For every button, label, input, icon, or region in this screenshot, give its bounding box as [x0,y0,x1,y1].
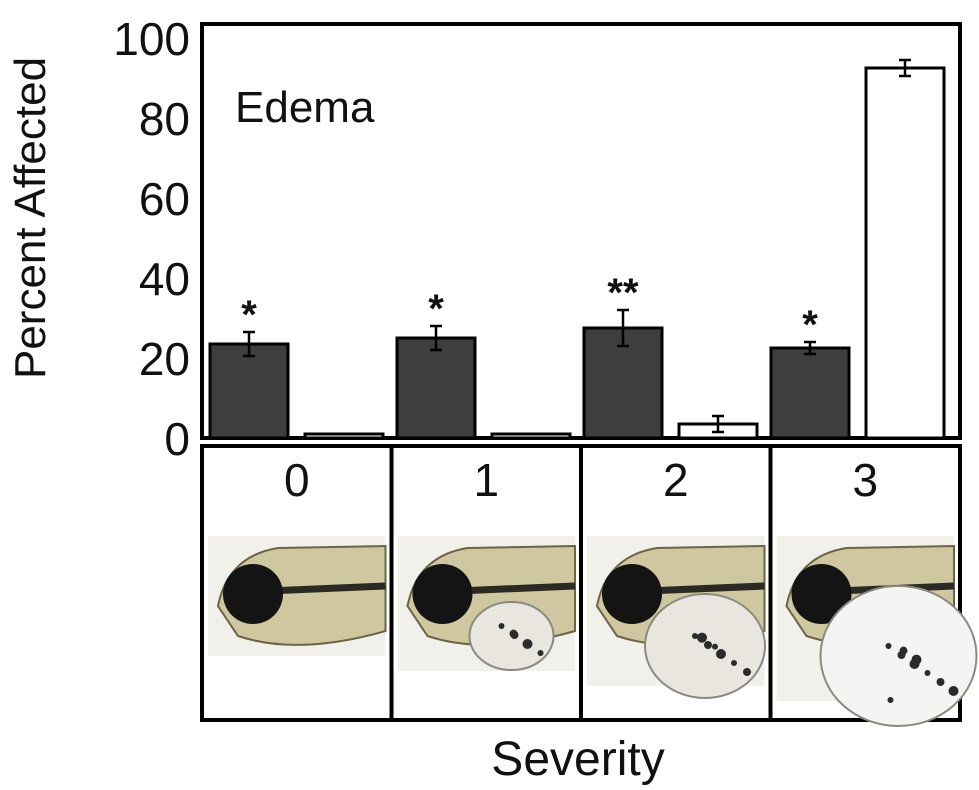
larva-eye [223,564,283,624]
pigment-dot [716,649,726,659]
pigment-dot [911,654,922,665]
larva-stripe [646,582,765,595]
significance-marker: * [241,293,257,337]
y-tick-label: 60 [139,173,190,225]
panel-label: 1 [473,454,499,506]
y-tick-label: 80 [139,93,190,145]
larva-eye [602,564,662,624]
panel-label: 0 [284,454,310,506]
larva-severity-3-image [776,536,978,727]
pigment-dot [509,629,518,638]
larva-stripe [267,582,386,595]
bars: * * *** [208,58,946,440]
pigment-dot [899,646,908,655]
bar [395,336,477,440]
pigment-dot [936,678,945,686]
pigment-dot [537,650,544,656]
pigment-dot [731,660,737,666]
pigment-dot [885,643,892,649]
larva-eye [412,564,473,624]
y-axis-title: Percent Affected [6,57,55,379]
bar [208,342,290,440]
significance-marker: * [802,303,818,347]
larva-eye [791,564,852,624]
y-tick-label: 100 [113,13,190,65]
bar [490,432,572,440]
bar [582,326,664,440]
y-tick-label: 0 [164,413,190,465]
bar [303,432,385,440]
pigment-dot [522,639,533,649]
pigment-dot [692,633,698,639]
larva-severity-2-image [587,536,766,699]
severity-image-panels: 0 1 2 3 [200,444,978,727]
significance-marker: ** [607,271,639,315]
pigment-dot [887,697,894,703]
pigment-dot [743,668,751,676]
panel-label: 3 [852,454,878,506]
y-tick-labels: 0 20 40 60 80 100 [113,13,190,465]
panel-label: 2 [663,454,689,506]
pigment-dot [704,641,712,649]
larva-stripe [457,582,576,595]
chart-annotation: Edema [235,83,375,132]
y-tick-label: 20 [139,333,190,385]
pigment-dot [712,643,718,650]
larva-severity-1-image [397,536,576,671]
x-axis-title: Severity [491,733,664,786]
plot-frame [200,22,962,440]
pigment-dot [948,686,959,696]
bar [864,66,946,440]
pigment-dot [924,670,931,676]
pigment-dot [697,632,707,643]
larva-severity-0-image [208,536,387,656]
significance-marker: * [428,287,444,331]
y-tick-label: 40 [139,253,190,305]
bar [769,346,851,440]
pigment-dot [498,623,505,629]
